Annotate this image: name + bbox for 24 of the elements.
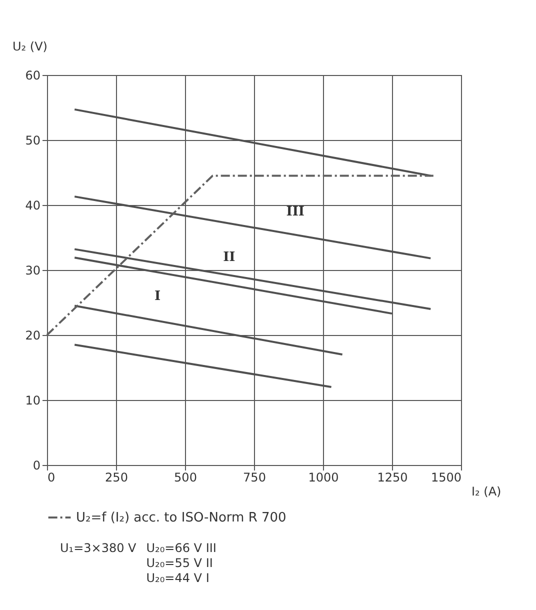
x-tick-label: 1000 [308,470,339,484]
x-tick-label: 1500 [430,470,462,484]
x-tick-label: 500 [174,470,197,484]
annotation: II [223,250,236,266]
y-tick-label: 30 [25,264,40,278]
y-tick-label: 60 [25,68,40,82]
x-axis-title: I₂ (A) [472,484,502,498]
x-tick-label: 250 [105,470,128,484]
legend-label: U₂=f (I₂) acc. to ISO-Norm R 700 [76,510,286,526]
text: U₂₀=66 V III [146,541,216,556]
y-tick-label: 40 [25,198,40,212]
x-tick-label: 0 [48,470,56,484]
y-tick-label: 10 [25,394,40,408]
text: U₁=3×380 V [60,541,136,556]
y-tick-label: 50 [25,134,40,148]
annotation: III [286,204,305,220]
y-axis-title: U₂ (V) [12,40,48,54]
text: U₂₀=44 V I [146,571,210,586]
x-tick-label: 1250 [377,470,408,484]
x-tick-label: 750 [243,470,266,484]
y-tick-label: 20 [25,328,40,342]
text: U₂₀=55 V II [146,556,214,571]
y-tick-label: 0 [32,458,40,472]
annotation: I [154,289,161,304]
